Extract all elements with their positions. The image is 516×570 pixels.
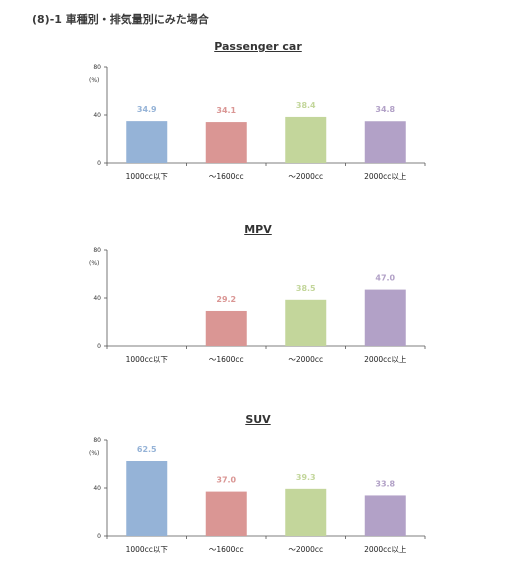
y-tick-label: 80 bbox=[93, 64, 101, 71]
data-label: 37.0 bbox=[216, 476, 236, 485]
y-tick-label: 80 bbox=[93, 437, 101, 444]
chart-title: SUV bbox=[245, 413, 271, 426]
bar bbox=[126, 121, 168, 163]
chart-mpv: MPV 0 40 80 (%) 1000cc以下 29.2 ～1600cc 38.5 ～2000… bbox=[0, 223, 516, 373]
bar bbox=[285, 299, 327, 346]
chart-title: MPV bbox=[244, 223, 272, 236]
data-label: 62.5 bbox=[137, 445, 157, 454]
x-category-label: ～1600cc bbox=[209, 545, 244, 554]
chart-suv: SUV 0 40 80 (%) 62.5 1000cc以下 37.0 ～1600cc 39.3 ～… bbox=[0, 413, 516, 563]
bar bbox=[205, 491, 247, 536]
x-category-label: ～1600cc bbox=[209, 355, 244, 364]
y-tick-label: 0 bbox=[97, 533, 101, 540]
data-label: 33.8 bbox=[375, 479, 395, 488]
chart-passenger-car: Passenger car 0 40 80 (%) 34.9 1000cc以下 34.1 ～1… bbox=[0, 40, 516, 190]
bar bbox=[205, 310, 247, 346]
x-category-label: 2000cc以上 bbox=[364, 545, 407, 554]
bar bbox=[285, 488, 327, 536]
bar bbox=[126, 461, 168, 536]
x-category-label: 1000cc以下 bbox=[126, 545, 169, 554]
x-category-label: 1000cc以下 bbox=[126, 172, 169, 181]
y-tick-label: 40 bbox=[93, 112, 101, 119]
y-unit-label: (%) bbox=[89, 260, 99, 267]
bar bbox=[364, 289, 406, 346]
data-label: 34.8 bbox=[375, 105, 395, 114]
chart-svg: 0 40 80 (%) 1000cc以下 29.2 ～1600cc 38.5 ～2000cc 47… bbox=[89, 247, 426, 364]
bar bbox=[205, 122, 247, 163]
x-category-label: 2000cc以上 bbox=[364, 355, 407, 364]
data-label: 34.9 bbox=[137, 105, 157, 114]
bar bbox=[364, 121, 406, 163]
chart-svg: 0 40 80 (%) 62.5 1000cc以下 37.0 ～1600cc 39.3 ～2000… bbox=[89, 437, 426, 554]
x-category-label: ～2000cc bbox=[288, 545, 323, 554]
data-label: 38.5 bbox=[296, 284, 316, 293]
y-tick-label: 0 bbox=[97, 343, 101, 350]
data-label: 29.2 bbox=[216, 295, 236, 304]
y-tick-label: 80 bbox=[93, 247, 101, 254]
bar bbox=[364, 495, 406, 536]
x-category-label: 2000cc以上 bbox=[364, 172, 407, 181]
x-category-label: ～2000cc bbox=[288, 172, 323, 181]
page-title: (8)-1 車種別・排気量別にみた場合 bbox=[32, 13, 209, 26]
y-tick-label: 40 bbox=[93, 295, 101, 302]
data-label: 39.3 bbox=[296, 473, 316, 482]
chart-svg: 0 40 80 (%) 34.9 1000cc以下 34.1 ～1600cc 38.4 ～2000… bbox=[89, 64, 426, 181]
x-category-label: ～2000cc bbox=[288, 355, 323, 364]
chart-title: Passenger car bbox=[214, 40, 302, 53]
x-category-label: ～1600cc bbox=[209, 172, 244, 181]
x-category-label: 1000cc以下 bbox=[126, 355, 169, 364]
y-unit-label: (%) bbox=[89, 77, 99, 84]
bar bbox=[285, 116, 327, 163]
y-tick-label: 40 bbox=[93, 485, 101, 492]
data-label: 38.4 bbox=[296, 101, 316, 110]
y-unit-label: (%) bbox=[89, 450, 99, 457]
data-label: 34.1 bbox=[216, 106, 236, 115]
y-tick-label: 0 bbox=[97, 160, 101, 167]
data-label: 47.0 bbox=[375, 274, 395, 283]
